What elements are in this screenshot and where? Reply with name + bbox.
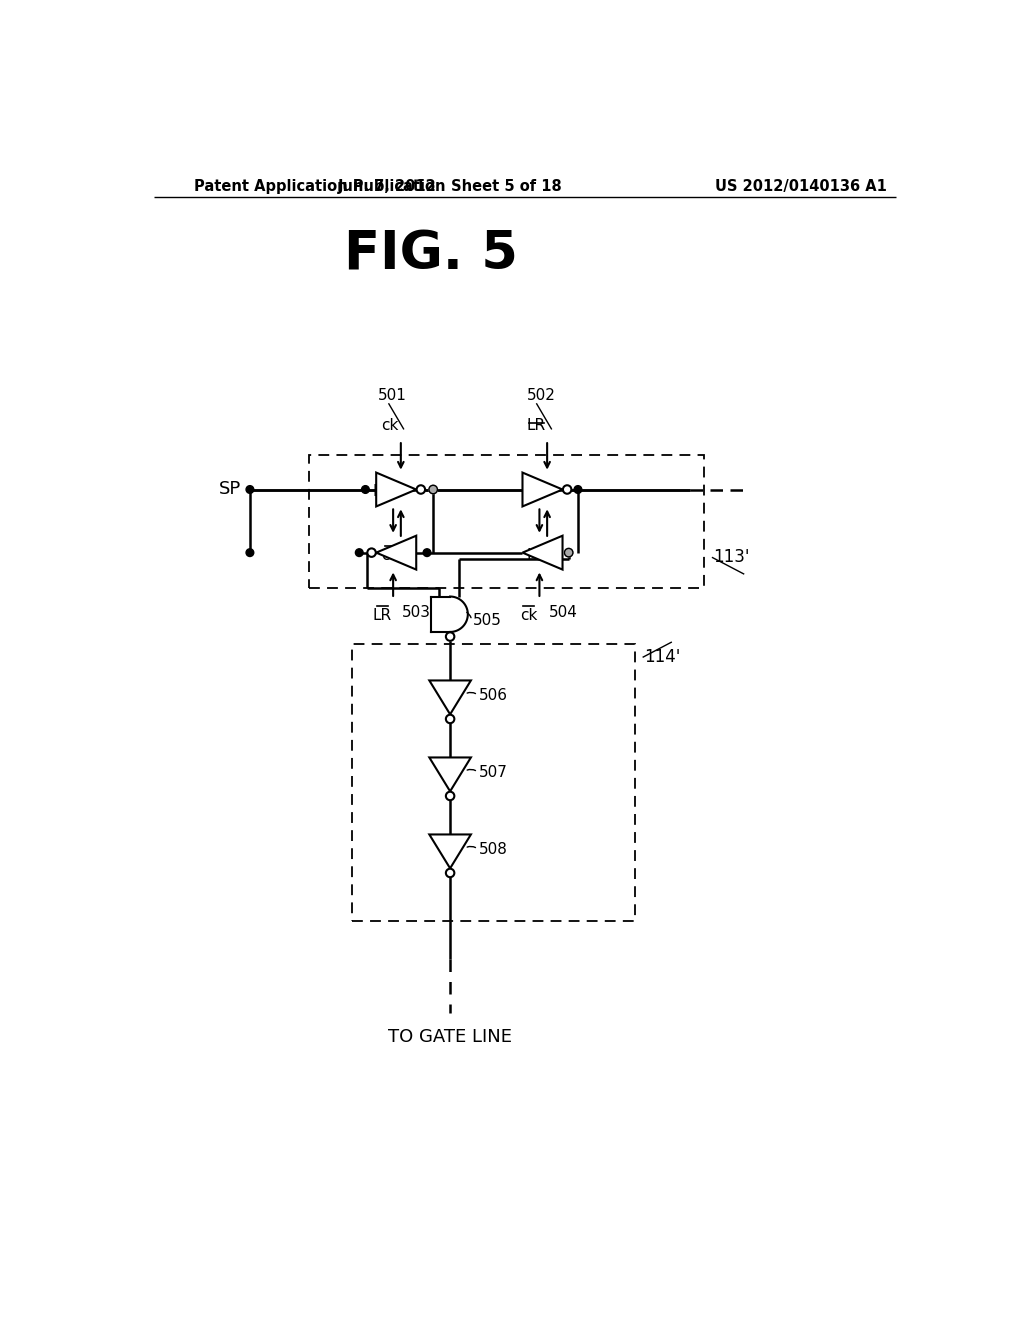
Circle shape	[564, 548, 572, 557]
Circle shape	[361, 486, 370, 494]
Text: LR: LR	[526, 548, 546, 564]
Text: LR: LR	[373, 609, 392, 623]
Text: TO GATE LINE: TO GATE LINE	[388, 1028, 512, 1047]
Text: LR: LR	[373, 483, 392, 499]
Polygon shape	[522, 536, 562, 570]
Bar	[352, 644, 635, 921]
Circle shape	[445, 869, 455, 878]
Bar	[309, 455, 705, 589]
Text: ck: ck	[520, 483, 538, 499]
Text: 505: 505	[473, 612, 502, 628]
Circle shape	[563, 486, 571, 494]
Circle shape	[368, 548, 376, 557]
Text: Patent Application Publication: Patent Application Publication	[195, 178, 446, 194]
Polygon shape	[429, 758, 471, 792]
Polygon shape	[376, 536, 416, 570]
Polygon shape	[522, 473, 562, 507]
Text: FIG. 5: FIG. 5	[344, 228, 518, 281]
Circle shape	[429, 486, 437, 494]
Text: 506: 506	[479, 688, 508, 702]
Text: 114': 114'	[644, 648, 681, 667]
Text: US 2012/0140136 A1: US 2012/0140136 A1	[715, 178, 887, 194]
Text: 501: 501	[378, 388, 407, 404]
Text: 503: 503	[402, 605, 431, 620]
Circle shape	[574, 486, 582, 494]
Text: ck: ck	[381, 417, 398, 433]
Circle shape	[423, 549, 431, 557]
Polygon shape	[429, 834, 471, 869]
Text: 507: 507	[479, 764, 508, 780]
Circle shape	[246, 486, 254, 494]
Circle shape	[445, 792, 455, 800]
Text: ck: ck	[381, 548, 398, 564]
Text: 113': 113'	[714, 548, 750, 566]
Text: 508: 508	[479, 842, 508, 857]
Text: Jun. 7, 2012   Sheet 5 of 18: Jun. 7, 2012 Sheet 5 of 18	[338, 178, 562, 194]
Circle shape	[246, 549, 254, 557]
Circle shape	[417, 486, 425, 494]
Polygon shape	[429, 681, 471, 714]
Circle shape	[445, 632, 455, 640]
Polygon shape	[376, 473, 416, 507]
Text: LR: LR	[526, 417, 546, 433]
Text: SP: SP	[218, 480, 241, 499]
Text: ck: ck	[520, 609, 538, 623]
Circle shape	[355, 549, 364, 557]
Circle shape	[445, 714, 455, 723]
Text: 504: 504	[549, 605, 578, 620]
Text: 502: 502	[527, 388, 556, 404]
